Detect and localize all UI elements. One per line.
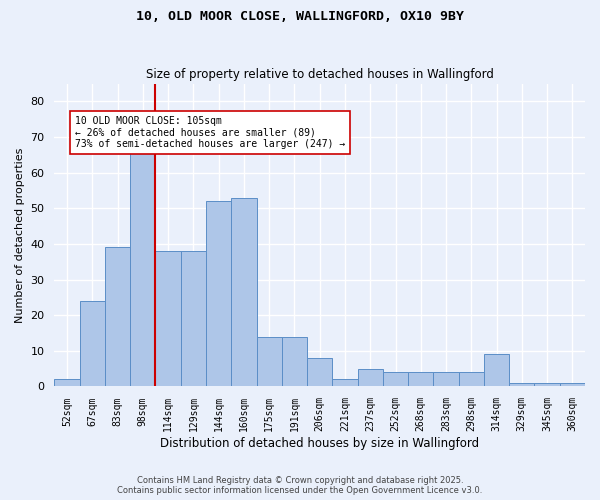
Bar [332, 380, 358, 386]
Bar [307, 358, 332, 386]
Bar [560, 383, 585, 386]
Bar [55, 380, 80, 386]
Bar [509, 383, 535, 386]
Bar [358, 368, 383, 386]
Title: Size of property relative to detached houses in Wallingford: Size of property relative to detached ho… [146, 68, 494, 81]
Bar [433, 372, 458, 386]
Bar [130, 137, 155, 386]
Bar [231, 198, 257, 386]
Bar [80, 301, 105, 386]
Bar [181, 251, 206, 386]
Bar [206, 201, 231, 386]
X-axis label: Distribution of detached houses by size in Wallingford: Distribution of detached houses by size … [160, 437, 479, 450]
Bar [458, 372, 484, 386]
Bar [282, 336, 307, 386]
Y-axis label: Number of detached properties: Number of detached properties [15, 148, 25, 322]
Bar [155, 251, 181, 386]
Bar [257, 336, 282, 386]
Bar [535, 383, 560, 386]
Text: Contains HM Land Registry data © Crown copyright and database right 2025.
Contai: Contains HM Land Registry data © Crown c… [118, 476, 482, 495]
Bar [408, 372, 433, 386]
Bar [383, 372, 408, 386]
Text: 10 OLD MOOR CLOSE: 105sqm
← 26% of detached houses are smaller (89)
73% of semi-: 10 OLD MOOR CLOSE: 105sqm ← 26% of detac… [74, 116, 345, 149]
Bar [484, 354, 509, 386]
Text: 10, OLD MOOR CLOSE, WALLINGFORD, OX10 9BY: 10, OLD MOOR CLOSE, WALLINGFORD, OX10 9B… [136, 10, 464, 23]
Bar [105, 248, 130, 386]
